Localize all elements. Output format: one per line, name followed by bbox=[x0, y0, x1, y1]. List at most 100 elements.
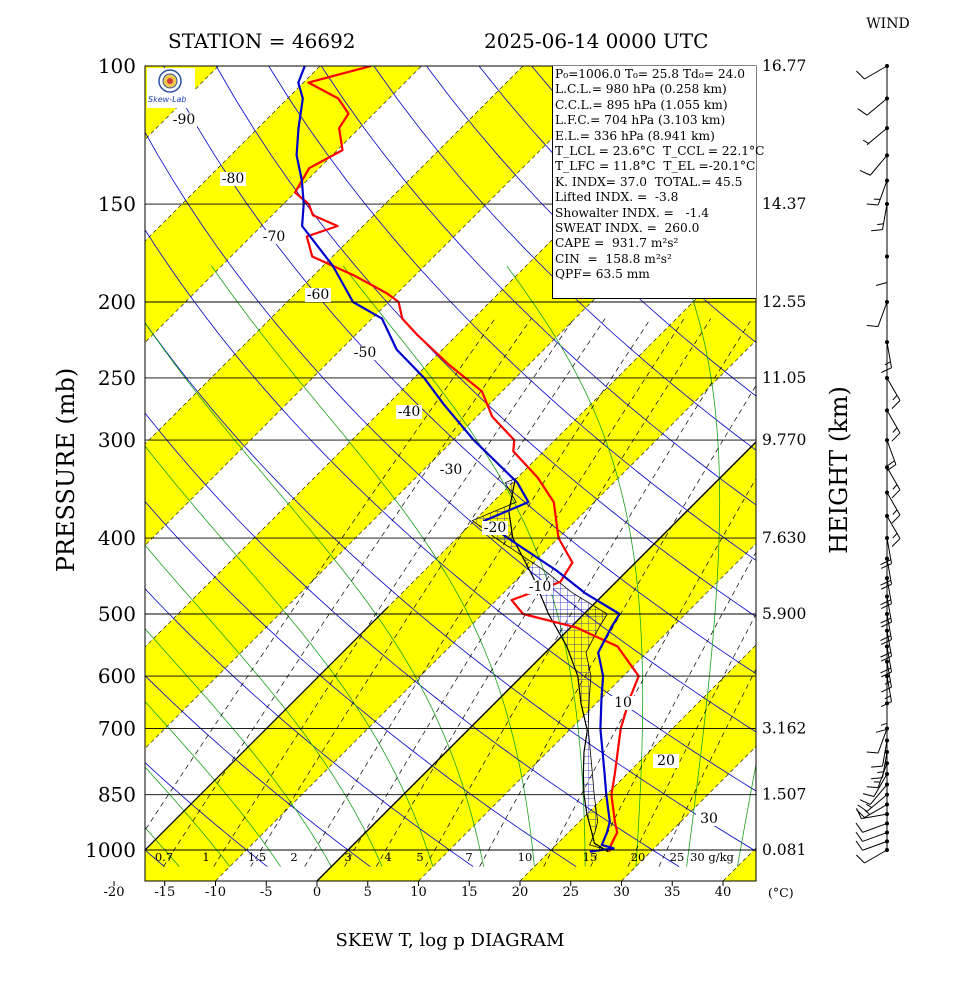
isotherm-label-bg bbox=[171, 113, 197, 127]
height-tick-label: 7.630 bbox=[762, 529, 806, 547]
isotherm bbox=[519, 644, 756, 881]
isotherm-label: 30 bbox=[700, 811, 718, 827]
x-tick-label: -5 bbox=[260, 885, 273, 900]
wind-barb bbox=[880, 583, 892, 590]
wind-barb bbox=[880, 671, 892, 678]
dry-adiabat bbox=[373, 66, 756, 451]
dry-adiabat bbox=[215, 66, 756, 618]
wind-staff bbox=[886, 578, 893, 604]
wind-half-barb bbox=[892, 509, 898, 515]
wind-half-barb bbox=[866, 803, 872, 808]
wind-barb bbox=[857, 804, 868, 812]
dry-adiabat bbox=[145, 228, 756, 792]
wind-barb bbox=[880, 579, 892, 586]
wind-half-barb bbox=[892, 484, 898, 490]
info-line: L.C.L.= 980 hPa (0.258 km) bbox=[555, 82, 727, 97]
x-tick-label: 10 bbox=[410, 885, 427, 900]
y-axis-label-right: HEIGHT (km) bbox=[825, 386, 853, 554]
mixing-ratio-label: 15 bbox=[583, 850, 598, 864]
wind-staff bbox=[886, 377, 901, 401]
wind-barb bbox=[880, 635, 892, 641]
wind-staff bbox=[886, 558, 893, 585]
stability-indices-panel: P₀=1006.0 T₀= 25.8 Td₀= 24.0 L.C.L.= 980 … bbox=[552, 66, 764, 299]
moist-adiabat bbox=[145, 544, 383, 867]
isotherm bbox=[145, 66, 524, 445]
x-axis-unit: (°C) bbox=[768, 885, 794, 900]
wind-barb bbox=[866, 203, 879, 206]
plot-frame bbox=[144, 65, 757, 882]
x-tick-label: 35 bbox=[664, 885, 681, 900]
pressure-tick-label: 100 bbox=[98, 54, 136, 78]
wind-staff bbox=[862, 832, 888, 842]
wind-barb bbox=[880, 639, 892, 645]
isotherm bbox=[145, 66, 321, 242]
height-tick-label: 16.77 bbox=[762, 57, 806, 75]
wind-barb bbox=[855, 831, 863, 842]
wind-barb bbox=[880, 686, 892, 693]
dry-adiabat bbox=[795, 66, 960, 867]
x-tick-label: 25 bbox=[562, 885, 579, 900]
wind-barb bbox=[880, 563, 892, 569]
wind-staff bbox=[886, 515, 901, 539]
wind-barb bbox=[880, 655, 892, 662]
wind-staff bbox=[886, 646, 893, 673]
wind-half-barb bbox=[877, 223, 884, 226]
info-line: QPF= 63.5 mm bbox=[555, 267, 650, 282]
mixing-ratio-line bbox=[145, 318, 496, 831]
dry-adiabat bbox=[952, 66, 960, 867]
minus20-isotherm bbox=[145, 606, 389, 851]
cape-area bbox=[471, 478, 609, 853]
moist-adiabat bbox=[145, 445, 434, 867]
info-line: CAPE = 931.7 m²s² bbox=[555, 236, 679, 251]
wind-staff bbox=[877, 180, 888, 206]
x-tick-label: 30 bbox=[613, 885, 630, 900]
dry-adiabat bbox=[145, 131, 756, 733]
wind-staff bbox=[881, 751, 888, 778]
height-tick-label: 9.770 bbox=[762, 431, 806, 449]
dry-adiabat bbox=[900, 66, 960, 867]
isotherm-label-bg bbox=[527, 580, 553, 594]
pressure-tick-label: 150 bbox=[98, 192, 136, 216]
isotherm-label-bg bbox=[352, 346, 378, 360]
wind-staff bbox=[862, 840, 888, 851]
moist-adiabat bbox=[145, 766, 231, 867]
isotherm-label-bg bbox=[396, 405, 422, 419]
info-line: C.C.L.= 895 hPa (1.055 km) bbox=[555, 97, 728, 112]
wind-half-barb bbox=[892, 394, 898, 401]
pressure-tick-label: 600 bbox=[98, 664, 136, 688]
mixing-ratio-line bbox=[163, 318, 532, 867]
wind-label: WIND bbox=[866, 16, 909, 32]
isotherm bbox=[145, 66, 422, 343]
mixing-ratio-label: 3 bbox=[344, 850, 351, 864]
wind-barb bbox=[884, 460, 895, 468]
isotherm-label: -20 bbox=[484, 520, 507, 536]
wind-half-barb bbox=[880, 722, 888, 726]
isotherm-label: -50 bbox=[354, 345, 377, 361]
wind-staff bbox=[864, 849, 888, 864]
wind-barb bbox=[855, 840, 863, 851]
wind-barb bbox=[859, 170, 871, 176]
wind-staff bbox=[869, 155, 888, 176]
logo-text: Skew-Lab bbox=[148, 95, 187, 104]
x-tick-label: -20 bbox=[104, 885, 125, 900]
wind-barb bbox=[856, 854, 865, 864]
wind-staff bbox=[866, 127, 888, 146]
wind-staff bbox=[886, 661, 893, 688]
axis-labels: 100150200250300400500600700850100016.771… bbox=[85, 54, 806, 900]
mixing-ratio-line bbox=[543, 477, 756, 867]
wind-staff bbox=[886, 675, 893, 702]
isotherm-label: -70 bbox=[263, 229, 286, 245]
wind-half-barb bbox=[884, 695, 891, 700]
info-line: CIN = 158.8 m²s² bbox=[555, 251, 672, 266]
wind-barb bbox=[871, 765, 883, 768]
zero-isotherm bbox=[316, 441, 756, 881]
logo: Skew-Lab bbox=[147, 68, 195, 108]
wind-barb bbox=[891, 400, 901, 409]
wind-barb bbox=[871, 777, 883, 780]
wind-staff bbox=[881, 203, 888, 230]
wind-barb bbox=[880, 701, 892, 707]
temperature-band bbox=[0, 66, 16, 881]
dry-adiabat bbox=[268, 66, 756, 561]
info-line: T_LFC = 11.8°C T_EL =-20.1°C bbox=[555, 159, 756, 174]
isotherm-label-bg bbox=[261, 230, 287, 244]
